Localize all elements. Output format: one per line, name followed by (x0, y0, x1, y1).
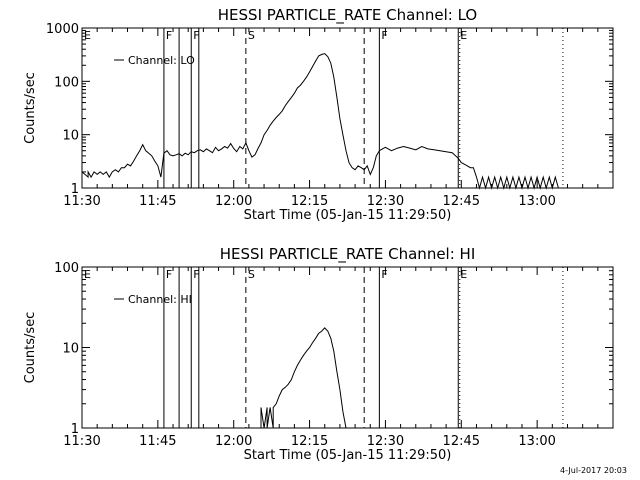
event-marker-label: E (84, 29, 91, 42)
legend-label: Channel: HI (128, 293, 192, 306)
x-tick-label: 12:00 (215, 434, 252, 449)
x-tick-label: 12:45 (443, 434, 480, 449)
event-marker-label: S (248, 29, 255, 42)
footer-stamp: 4-Jul-2017 20:03 (560, 466, 627, 475)
x-tick-label: 12:30 (367, 194, 404, 209)
chart-panel-1: HESSI PARTICLE_RATE Channel: LO 11:30 11:4… (23, 6, 614, 223)
x-tick-label: 11:30 (63, 194, 100, 209)
x-axis-label: Start Time (05-Jan-15 11:29:50) (244, 448, 452, 463)
event-marker-label: F (381, 29, 387, 42)
y-tick-label: 1000 (46, 22, 79, 37)
y-axis-label: Counts/sec (23, 72, 38, 144)
x-tick-label: 13:00 (518, 194, 555, 209)
x-axis-label: Start Time (05-Jan-15 11:29:50) (244, 208, 452, 223)
chart-title: HESSI PARTICLE_RATE Channel: HI (220, 245, 476, 264)
event-marker-label: F (193, 29, 199, 42)
event-marker-label: E (460, 29, 467, 42)
x-tick-label: 12:30 (367, 434, 404, 449)
data-series-line (258, 327, 347, 429)
x-tick-label: 11:45 (139, 194, 176, 209)
x-tick-label: 13:00 (518, 434, 555, 449)
x-tick-label: 12:45 (443, 194, 480, 209)
y-tick-label: 1 (71, 182, 79, 197)
x-tick-label: 11:30 (63, 434, 100, 449)
chart-title: HESSI PARTICLE_RATE Channel: LO (218, 6, 477, 25)
event-marker-label: S (248, 268, 255, 281)
x-tick-label: 12:00 (215, 194, 252, 209)
x-tick-label: 12:15 (291, 194, 328, 209)
y-tick-label: 1 (71, 422, 79, 437)
y-tick-label: 10 (62, 129, 79, 144)
y-tick-label: 100 (54, 75, 79, 90)
event-marker-label: F (166, 29, 172, 42)
legend-label: Channel: LO (128, 54, 195, 67)
x-tick-label: 12:15 (291, 434, 328, 449)
event-marker-label: F (166, 268, 172, 281)
event-marker-label: E (84, 268, 91, 281)
event-marker-label: F (193, 268, 199, 281)
plot-frame (81, 266, 614, 429)
y-tick-label: 10 (62, 342, 79, 357)
plot-frame (81, 27, 614, 189)
event-marker-label: F (381, 268, 387, 281)
event-marker-label: E (460, 268, 467, 281)
y-tick-label: 100 (54, 261, 79, 276)
data-series-line (81, 53, 559, 190)
y-axis-label: Counts/sec (23, 312, 38, 384)
chart-panel-2: HESSI PARTICLE_RATE Channel: HI 11:30 11:4… (23, 245, 614, 463)
x-tick-label: 11:45 (139, 434, 176, 449)
